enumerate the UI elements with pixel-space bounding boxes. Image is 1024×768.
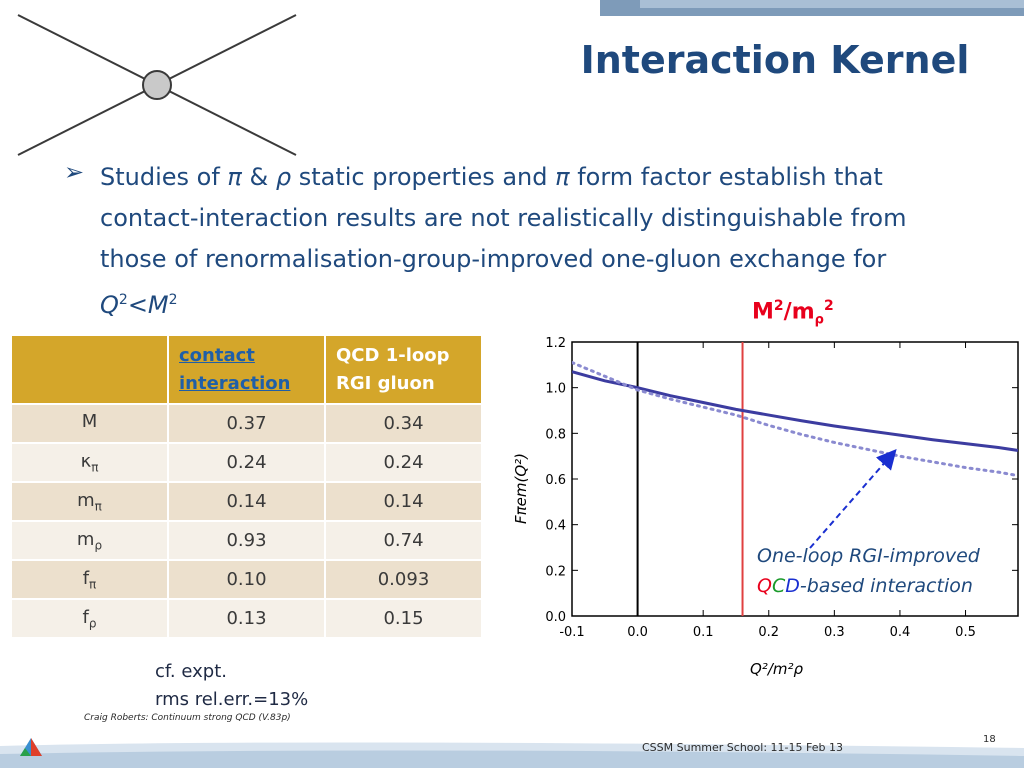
- table-row: fρ 0.13 0.15: [10, 598, 483, 639]
- parameter-table: contact interaction QCD 1-loop RGI gluon M…: [10, 334, 483, 639]
- dotted-curve: [572, 361, 1018, 478]
- x-tick-label: 0.5: [955, 625, 976, 640]
- y-tick-label: 0.0: [545, 610, 566, 625]
- logo-icon: [20, 738, 42, 756]
- y-tick-label: 0.8: [545, 427, 566, 442]
- x-axis-label: Q²/m²ρ: [750, 660, 803, 678]
- table-header-empty: [10, 334, 169, 405]
- arrow-line: [809, 448, 897, 549]
- footer-school: CSSM Summer School: 11-15 Feb 13: [642, 741, 843, 754]
- table-header-row: contact interaction QCD 1-loop RGI gluon: [10, 334, 483, 405]
- curve-note: One-loop RGI-improved QCD-based interact…: [757, 545, 980, 597]
- bullet-text: Studies of π & ρ static properties and π…: [100, 163, 907, 319]
- header-band-light: [640, 0, 1024, 8]
- x-tick-label: 0.2: [758, 625, 779, 640]
- vertex-diagram: [17, 14, 297, 156]
- table-row: M 0.37 0.34: [10, 403, 483, 444]
- table-header-contact[interactable]: contact interaction: [167, 334, 326, 405]
- form-factor-chart: -0.1 0.0 0.1 0.2 0.3 0.4 0.50.00.20.40.60.81.0…: [512, 336, 1019, 678]
- bullet-arrow-icon: ➢: [64, 158, 85, 186]
- x-tick-label: 0.4: [890, 625, 911, 640]
- page-number: 18: [983, 734, 996, 745]
- solid-curve: [572, 370, 1018, 452]
- table-row: mπ 0.14 0.14: [10, 481, 483, 522]
- table-row: κπ 0.24 0.24: [10, 442, 483, 483]
- table-header-qcd: QCD 1-loop RGI gluon: [324, 334, 483, 405]
- y-tick-label: 0.2: [545, 564, 566, 579]
- x-tick-label: 0.0: [627, 625, 648, 640]
- footer-credit: Craig Roberts: Continuum strong QCD (V.8…: [84, 713, 291, 723]
- diagram-vertex: [142, 70, 172, 100]
- x-tick-label: 0.3: [824, 625, 845, 640]
- table-row: mρ 0.93 0.74: [10, 520, 483, 561]
- marker-label: M2/mρ2: [752, 298, 834, 328]
- y-tick-label: 1.0: [545, 382, 566, 397]
- y-tick-label: 1.2: [545, 336, 566, 351]
- x-tick-label: -0.1: [559, 625, 584, 640]
- x-tick-label: 0.1: [693, 625, 714, 640]
- cf-expt-note: cf. expt. rms rel.err.=13%: [155, 661, 309, 710]
- y-tick-label: 0.6: [545, 473, 566, 488]
- table-row: fπ 0.10 0.093: [10, 559, 483, 600]
- footer-band: [0, 742, 1024, 768]
- annotation-arrow: [809, 448, 897, 549]
- y-tick-label: 0.4: [545, 519, 566, 534]
- slide-title: Interaction Kernel: [580, 38, 970, 82]
- y-axis-label: Fπem(Q²): [512, 453, 530, 524]
- plot-frame: [571, 341, 1019, 617]
